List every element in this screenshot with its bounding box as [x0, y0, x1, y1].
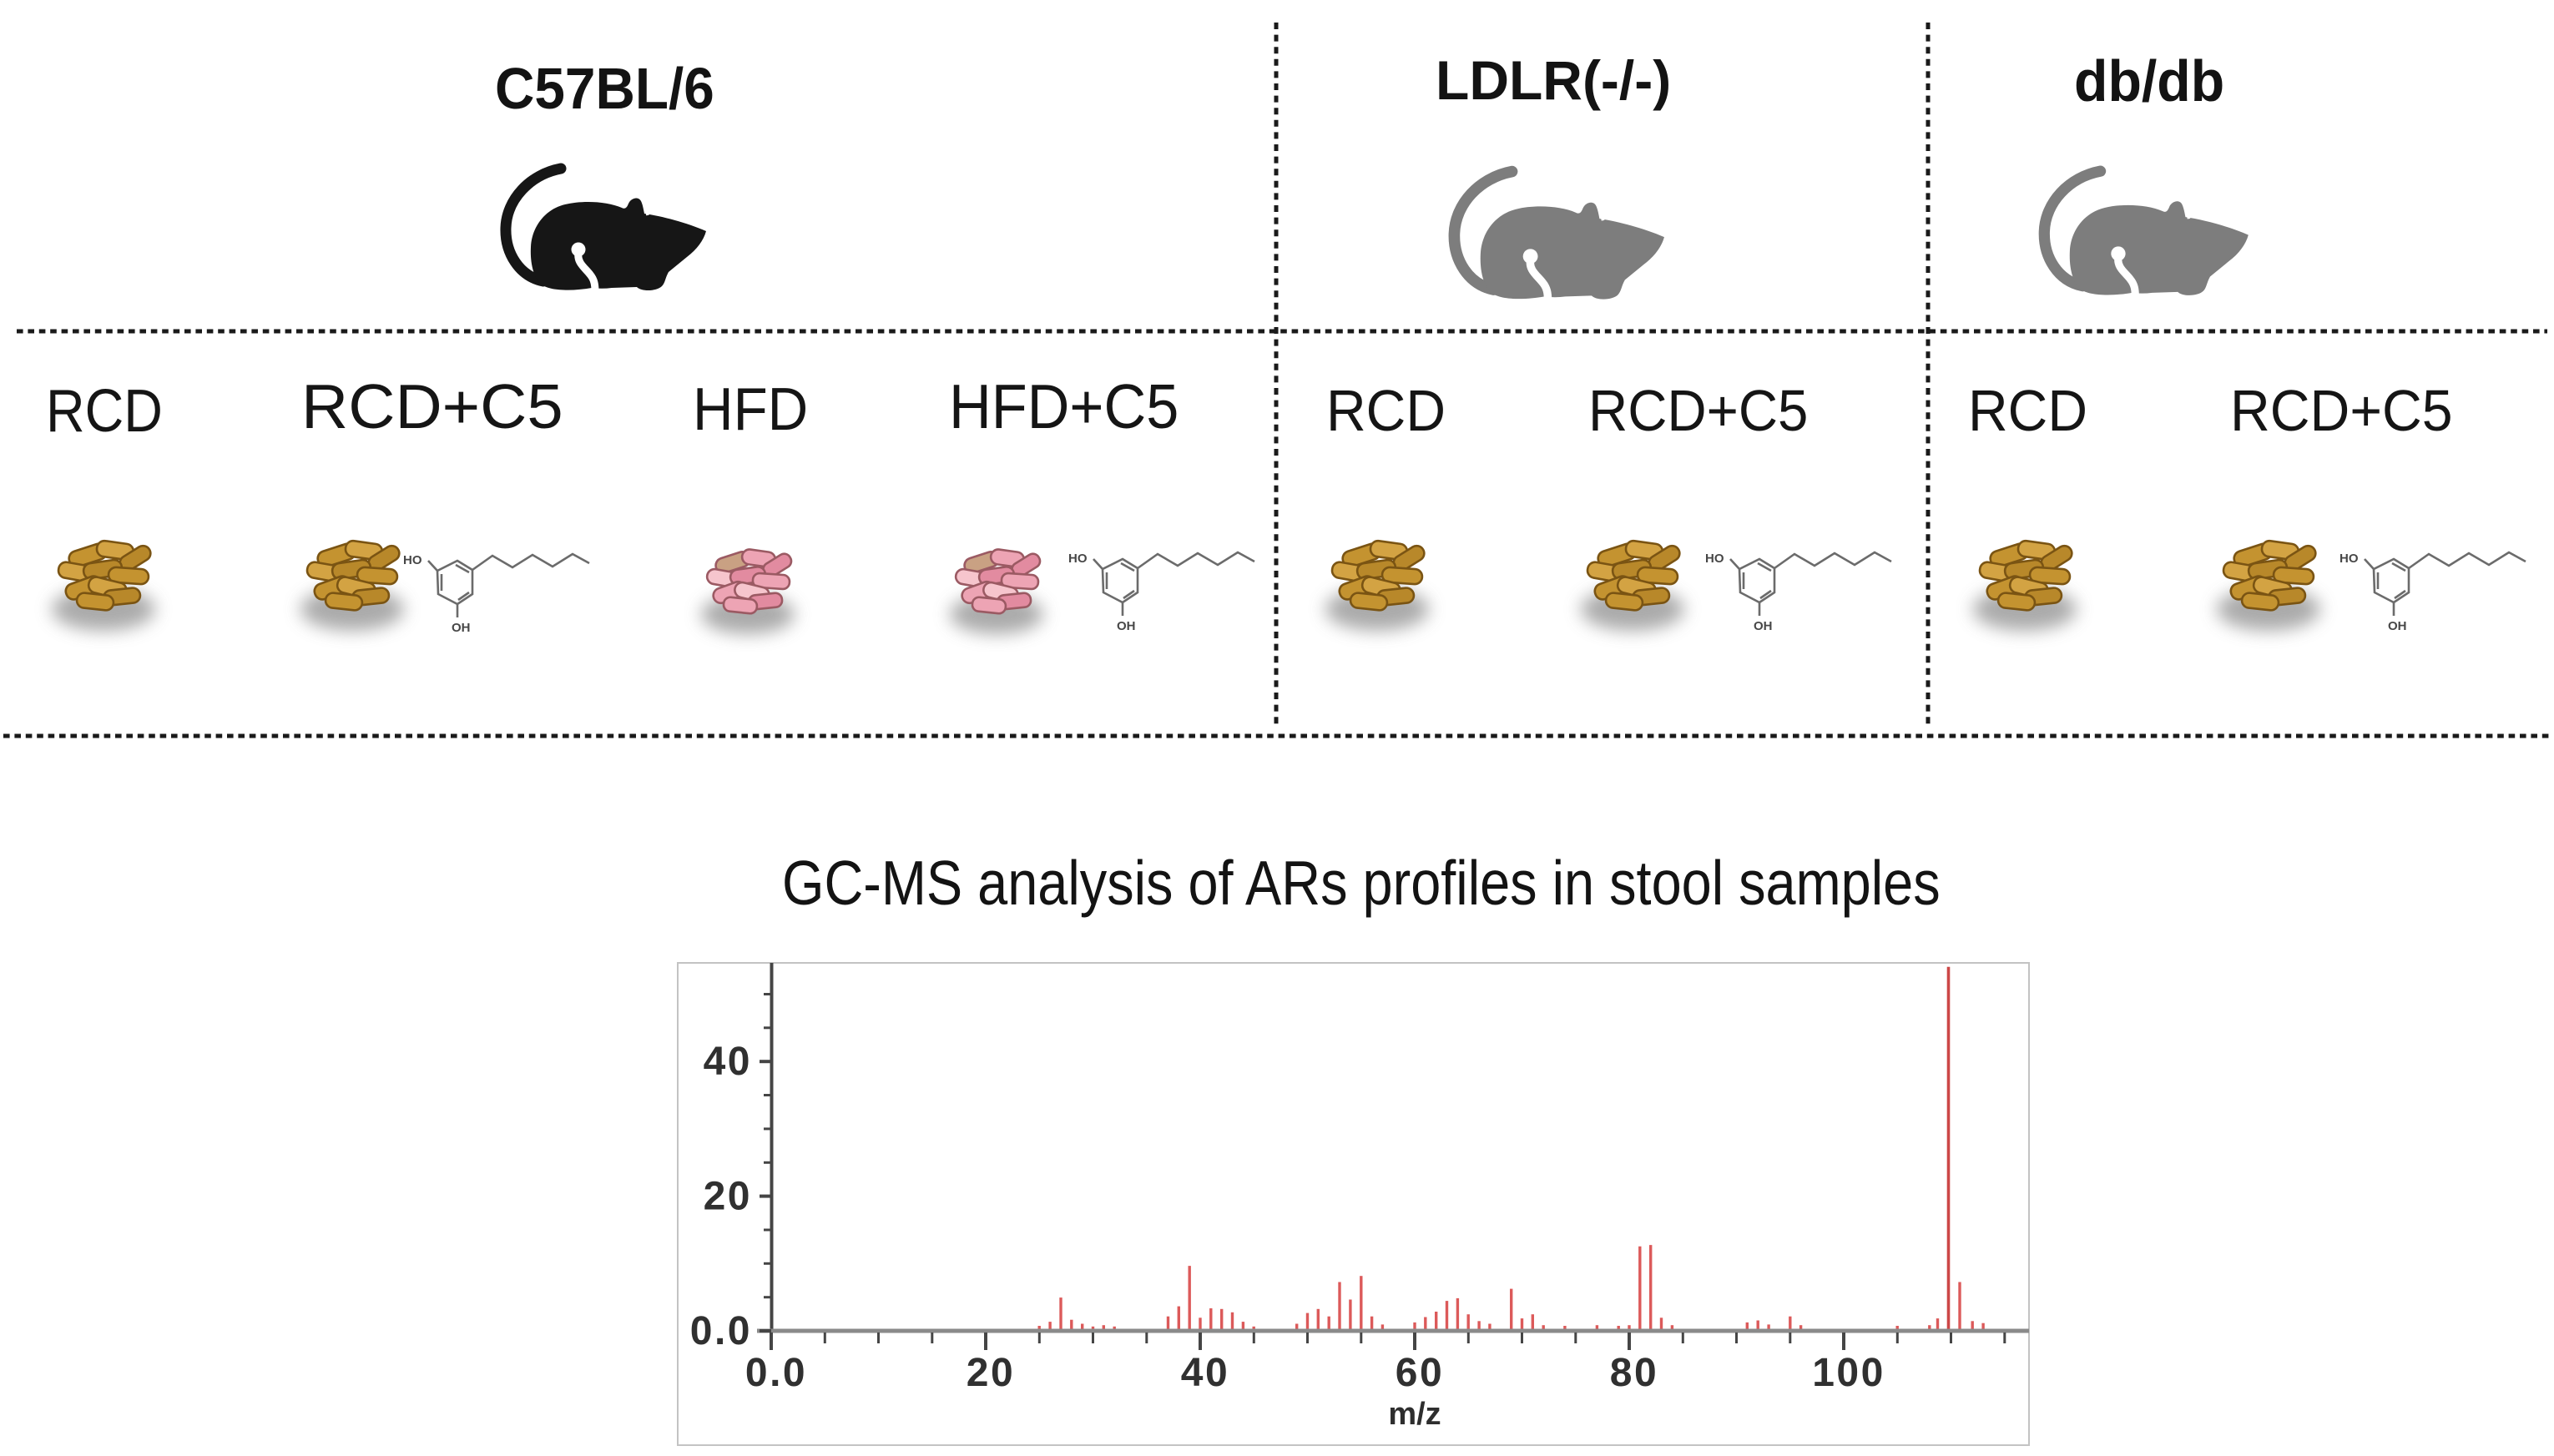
svg-text:m/z: m/z [1388, 1397, 1441, 1432]
svg-text:40: 40 [1181, 1351, 1229, 1395]
svg-text:0.0: 0.0 [690, 1309, 752, 1353]
svg-text:20: 20 [704, 1175, 752, 1219]
svg-text:100: 100 [1812, 1351, 1885, 1395]
svg-text:40: 40 [704, 1040, 752, 1084]
svg-text:20: 20 [967, 1351, 1015, 1395]
svg-text:60: 60 [1396, 1351, 1444, 1395]
svg-text:0.0: 0.0 [745, 1351, 807, 1395]
svg-text:80: 80 [1610, 1351, 1658, 1395]
